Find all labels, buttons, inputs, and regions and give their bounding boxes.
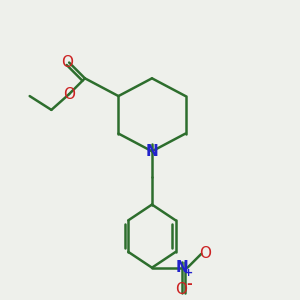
Text: N: N [175, 260, 188, 275]
Text: +: + [184, 268, 193, 278]
Text: O: O [199, 246, 211, 261]
Text: -: - [187, 278, 192, 291]
Text: O: O [63, 87, 75, 102]
Text: O: O [61, 55, 73, 70]
Text: N: N [146, 144, 158, 159]
Text: O: O [176, 282, 188, 297]
